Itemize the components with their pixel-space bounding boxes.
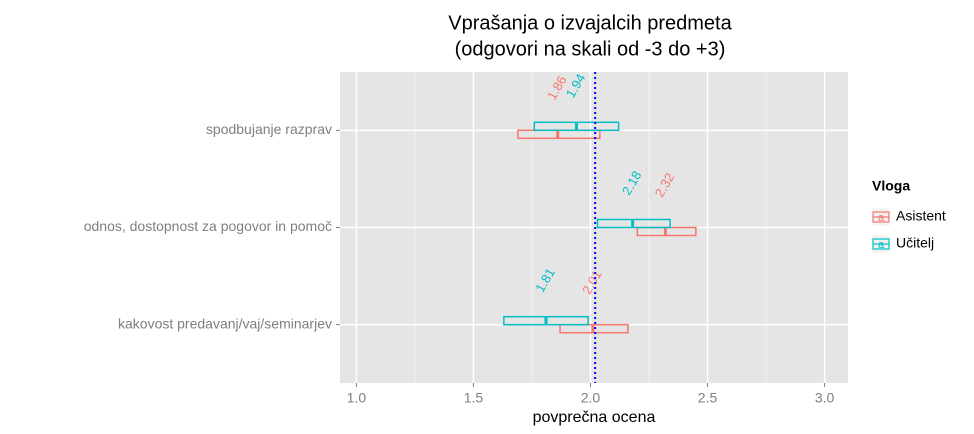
y-tick-label: odnos, dostopnost za pogovor in pomoč [84,218,332,234]
chart-title: (odgovori na skali od -3 do +3) [455,38,726,60]
y-tick-label: spodbujanje razprav [206,121,332,137]
chart-title: Vprašanja o izvajalcih predmeta [448,12,732,34]
x-tick-label: 1.0 [347,390,367,406]
legend-label: Učitelj [896,235,934,251]
legend-title: Vloga [872,178,910,194]
x-tick-label: 2.0 [581,390,601,406]
y-tick-label: kakovost predavanj/vaj/seminarjev [118,315,332,331]
x-tick-label: 2.5 [698,390,718,406]
x-axis-title: povprečna ocena [533,409,656,426]
legend-label: Asistent [896,208,946,224]
x-tick-label: 1.5 [464,390,484,406]
legend-key-glyph: a [878,239,885,251]
x-tick-label: 3.0 [815,390,835,406]
legend-key-glyph: a [878,212,885,224]
